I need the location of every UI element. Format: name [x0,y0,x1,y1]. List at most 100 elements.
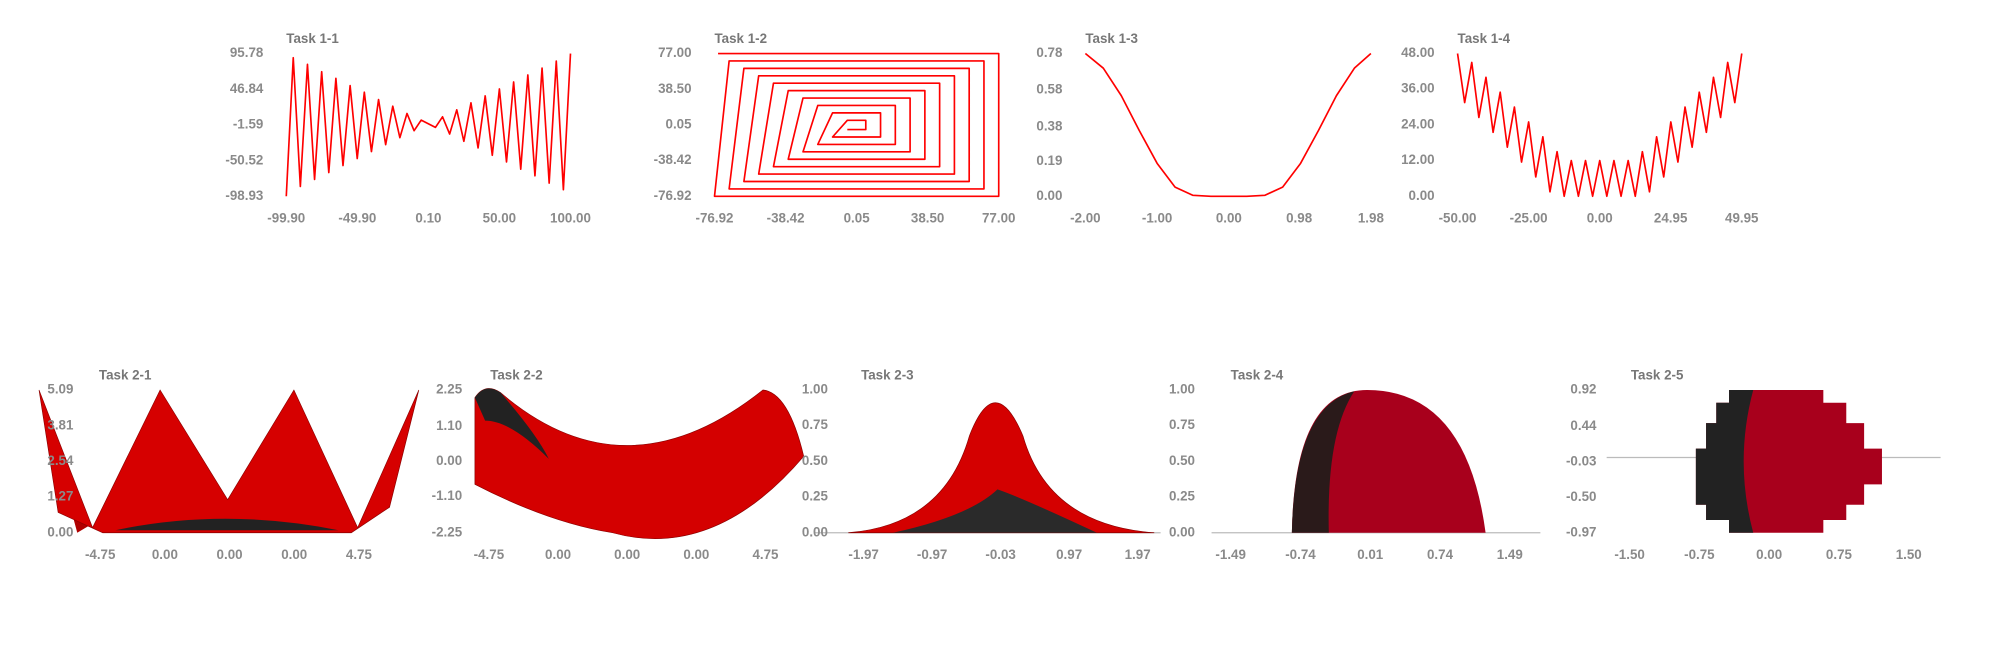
y-tick-label: 0.25 [802,489,829,504]
x-tick-label: -1.97 [848,547,879,562]
y-tick-label: 48.00 [1401,45,1434,60]
x-tick-label: 50.00 [483,211,516,226]
x-tick-label: 38.50 [911,211,944,226]
x-tick-label: -25.00 [1510,211,1548,226]
y-tick-label: -0.97 [1566,524,1597,539]
x-tick-label: 1.98 [1358,211,1385,226]
surface [892,489,1097,533]
y-tick-label: 0.50 [802,453,828,468]
x-tick-label: 0.00 [1756,547,1782,562]
chart-title: Task 2-2 [490,368,543,383]
x-tick-label: 1.49 [1497,547,1523,562]
y-tick-label: -50.52 [225,152,263,167]
x-tick-label: 0.00 [281,547,307,562]
surface [1291,390,1486,533]
y-tick-label: 0.19 [1036,153,1062,168]
y-tick-label: 2.25 [436,382,463,397]
y-tick-label: 0.44 [1570,418,1597,433]
chart-title: Task 2-5 [1631,368,1684,383]
y-tick-label: 1.00 [1169,382,1195,397]
surface [1291,391,1355,533]
y-tick-label: 36.00 [1401,81,1434,96]
x-tick-label: -38.42 [767,211,805,226]
data-line [1084,52,1372,198]
chart-title: Task 1-3 [1085,31,1138,46]
data-line [1456,53,1743,198]
surface [115,518,339,531]
surface [474,388,805,539]
x-tick-label: 0.00 [152,547,178,562]
y-tick-label: 0.00 [1169,524,1195,539]
y-tick-label: 1.27 [47,489,73,504]
x-tick-label: -0.75 [1684,547,1715,562]
x-tick-label: 49.95 [1725,211,1759,226]
x-tick-label: 0.00 [217,547,243,562]
surface [848,402,1155,534]
x-tick-label: 0.75 [1826,547,1853,562]
data-line [713,52,1000,198]
y-tick-label: 24.00 [1401,116,1434,131]
x-tick-label: -1.49 [1215,547,1246,562]
y-tick-label: 0.38 [1036,118,1063,133]
y-tick-label: -38.42 [654,152,692,167]
surface [38,389,420,534]
y-tick-label: 2.54 [47,453,74,468]
chart-title: Task 1-4 [1458,31,1511,46]
y-tick-label: 0.00 [1409,188,1435,203]
y-tick-label: 0.05 [666,116,693,131]
chart-title: Task 2-3 [861,368,914,383]
surface [474,388,549,459]
x-tick-label: 0.00 [1587,211,1613,226]
chart-title: Task 1-1 [286,31,339,46]
x-tick-label: -4.75 [85,547,116,562]
y-tick-label: 0.50 [1169,453,1195,468]
x-tick-label: 0.00 [545,547,571,562]
y-tick-label: 0.00 [1036,188,1062,203]
x-tick-label: -0.97 [917,547,948,562]
y-tick-label: -98.93 [225,188,263,203]
y-tick-label: 1.10 [436,418,462,433]
y-tick-label: 3.81 [47,417,74,432]
y-tick-label: -1.10 [432,488,463,503]
y-tick-label: 5.09 [47,382,73,397]
x-tick-label: 0.74 [1427,547,1454,562]
y-tick-label: 0.75 [1169,417,1196,432]
x-tick-label: -0.74 [1285,547,1316,562]
x-tick-label: -2.00 [1070,211,1101,226]
x-tick-label: -4.75 [474,547,505,562]
y-tick-label: 12.00 [1401,152,1434,167]
x-tick-label: 0.00 [683,547,709,562]
x-tick-label: 100.00 [550,211,591,226]
x-tick-label: 4.75 [752,547,779,562]
y-tick-label: -0.03 [1566,453,1597,468]
x-tick-label: 4.75 [346,547,373,562]
y-tick-label: 0.25 [1169,489,1196,504]
y-tick-label: 0.78 [1036,45,1063,60]
x-tick-label: -0.03 [985,547,1016,562]
x-tick-label: 0.98 [1286,211,1313,226]
y-tick-label: -2.25 [432,524,463,539]
y-tick-label: 0.00 [802,524,828,539]
y-tick-label: 0.00 [436,453,462,468]
x-tick-label: -1.50 [1614,547,1645,562]
x-tick-label: 0.00 [1216,211,1242,226]
x-tick-label: 0.97 [1056,547,1082,562]
x-tick-label: 0.01 [1357,547,1384,562]
chart-title: Task 2-4 [1231,368,1284,383]
x-tick-label: 77.00 [982,211,1015,226]
x-tick-label: -1.00 [1142,211,1173,226]
surface [1695,390,1754,533]
x-tick-label: 1.97 [1125,547,1151,562]
y-tick-label: -1.59 [233,116,264,131]
x-tick-label: -49.90 [338,211,376,226]
chart-title: Task 2-1 [99,368,152,383]
data-line [285,53,572,197]
x-tick-label: 0.10 [415,211,441,226]
chart-title: Task 1-2 [715,31,768,46]
x-tick-label: -99.90 [267,211,305,226]
y-tick-label: 0.58 [1036,82,1063,97]
x-tick-label: -50.00 [1439,211,1477,226]
y-tick-label: 38.50 [658,81,691,96]
y-tick-label: -0.50 [1566,489,1597,504]
